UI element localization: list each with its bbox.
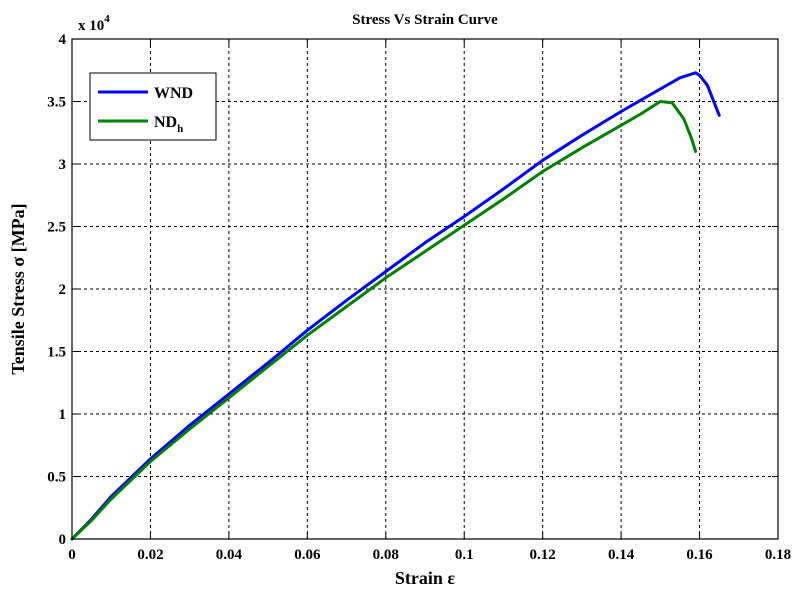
x-tick-label: 0.14 — [608, 547, 635, 563]
series-layer — [70, 71, 721, 541]
x-tick-label: 0.1 — [455, 547, 474, 563]
legend: WND NDh — [89, 72, 217, 141]
x-axis-label: Strain ε — [395, 568, 456, 588]
y-tick-label: 2 — [59, 282, 67, 298]
y-tick-label: 1 — [59, 407, 67, 423]
legend-label-ndh: NDh — [154, 114, 183, 135]
y-multiplier-base: x 10 — [78, 18, 104, 34]
x-tick-label: 0.08 — [373, 547, 399, 563]
legend-label-ndh-main: ND — [154, 114, 177, 131]
y-tick-label: 3 — [59, 157, 67, 173]
legend-label-wnd: WND — [154, 85, 193, 102]
series-line-ndh — [70, 100, 698, 541]
y-multiplier-exponent: 4 — [104, 13, 110, 25]
series-line-wnd — [70, 71, 721, 541]
x-tick-label: 0.04 — [216, 547, 243, 563]
chart-title: Stress Vs Strain Curve — [352, 12, 498, 28]
y-axis-multiplier: x 104 — [78, 13, 110, 34]
x-tick-label: 0.18 — [765, 547, 791, 563]
y-tick-label: 4 — [59, 32, 67, 48]
ticks: 0 0.02 0.04 0.06 0.08 0.1 0.12 0.14 0.16 0.18 0 0.5… — [47, 32, 791, 563]
legend-box — [89, 72, 217, 141]
legend-label-ndh-sub: h — [177, 123, 183, 135]
y-tick-label: 1.5 — [47, 345, 66, 361]
y-tick-label: 0 — [59, 532, 67, 548]
x-tick-label: 0.06 — [294, 547, 321, 563]
grid — [72, 39, 778, 539]
x-tick-label: 0.02 — [137, 547, 163, 563]
y-tick-label: 2.5 — [47, 220, 66, 236]
y-axis-label: Tensile Stress σ [MPa] — [8, 203, 28, 374]
x-tick-label: 0.12 — [530, 547, 556, 563]
y-tick-label: 0.5 — [47, 470, 66, 486]
y-tick-label: 3.5 — [47, 95, 66, 111]
x-tick-label: 0 — [68, 547, 76, 563]
x-tick-label: 0.16 — [686, 547, 713, 563]
